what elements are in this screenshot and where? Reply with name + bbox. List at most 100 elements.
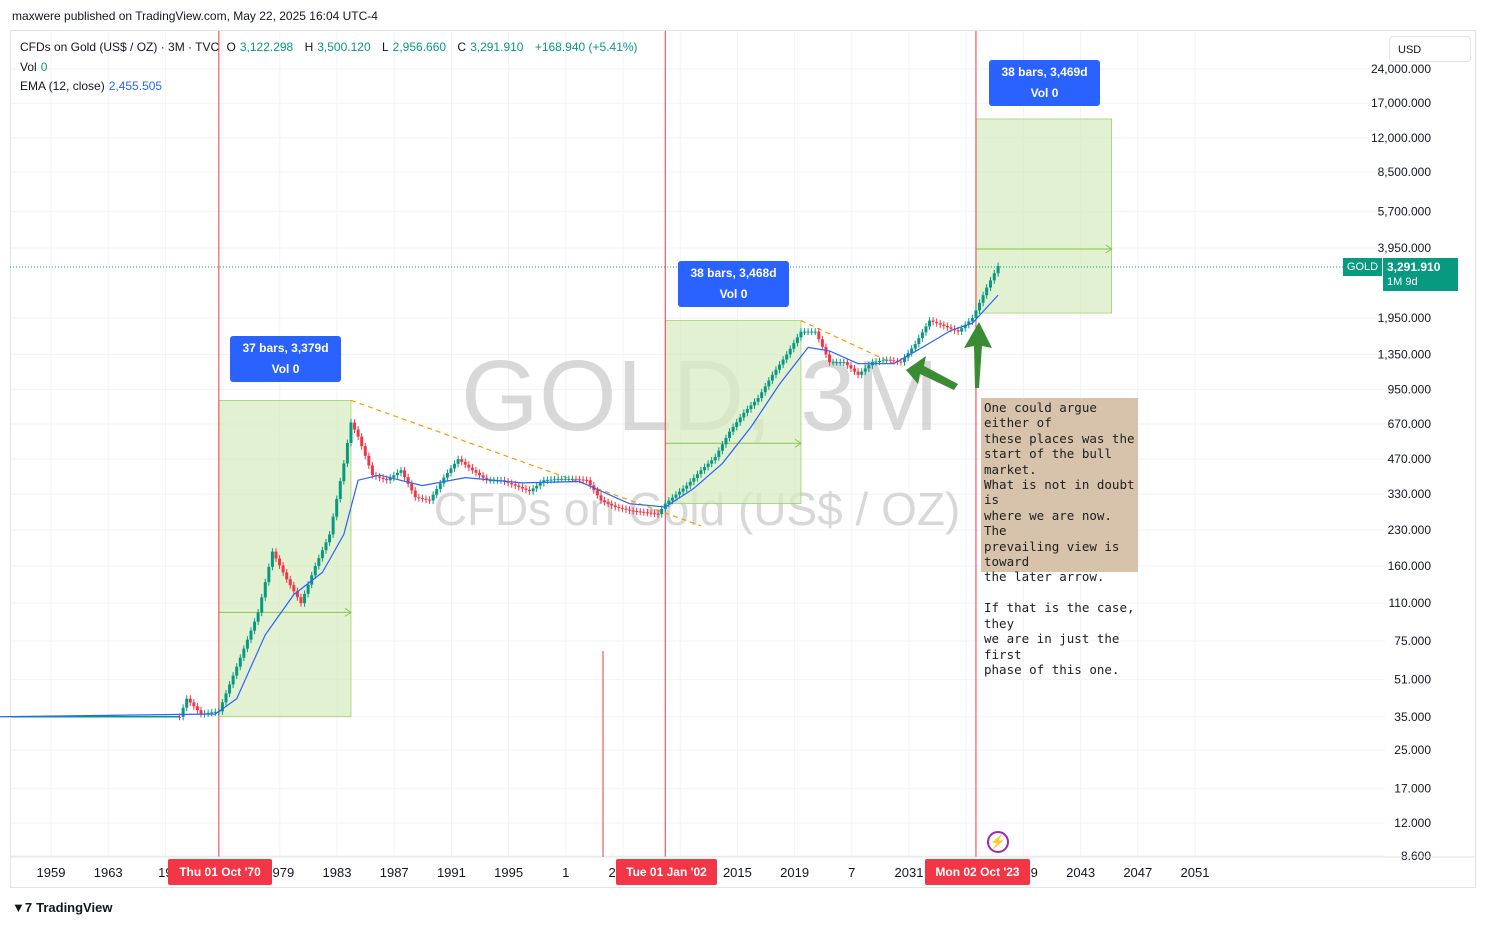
candle-body [470,467,474,471]
candle-body [474,470,478,473]
candle-body [524,488,528,490]
candle-body [545,479,549,481]
ohlc-open: O 3,122.298 [226,40,294,54]
candle-body [320,550,324,559]
candle-body [349,422,353,443]
candle-body [292,585,296,592]
candle-body [445,473,449,478]
price-tick-label: 3,950.000 [1378,241,1432,255]
candle-body [660,508,664,515]
candle-body [735,422,739,427]
candle-body [585,479,589,481]
price-tick-label: 35.000 [1394,710,1431,724]
candle-body [192,702,196,707]
tradingview-logo[interactable]: ▼7 TradingView [12,900,113,915]
price-tick-label: 110.000 [1389,596,1432,610]
pointer-arrow-up [964,322,992,388]
candle-body [917,338,921,345]
price-tick-label: 230.000 [1388,523,1432,537]
candle-body [385,478,389,481]
candle-body [395,472,399,476]
candle-body [370,465,374,476]
date-range-box [664,320,802,504]
time-tick-label: 2031 [895,865,924,880]
candle-body [688,481,692,486]
candle-body [656,513,660,515]
candle-body [510,482,514,485]
candle-body [199,710,203,714]
candle-body [567,478,571,480]
candle-body [317,558,321,567]
candle-body [888,359,892,361]
date-range-box [975,118,1112,314]
price-tick-label: 17.000 [1394,781,1431,795]
candle-body [213,711,217,713]
candle-body [210,712,214,714]
legend-symbol-row[interactable]: CFDs on Gold (US$ / OZ) · 3M · TVC O 3,12… [20,38,642,58]
candle-body [774,369,778,375]
candle-body [338,481,342,499]
candle-body [638,511,642,513]
candle-body [263,582,267,598]
candle-body [981,295,985,303]
candle-body [467,464,471,468]
chart-frame[interactable] [10,30,1476,888]
candle-body [892,360,896,362]
time-tick-label: 2051 [1181,865,1210,880]
candle-body [838,362,842,364]
annotation-note[interactable]: One could argue either of these places w… [981,398,1138,677]
candle-body [781,359,785,365]
candle-body [967,321,971,325]
price-tick-label: 24,000.000 [1371,62,1431,76]
legend-volume-row[interactable]: Vol 0 [20,59,48,74]
candle-body [763,386,767,393]
chart-legend: CFDs on Gold (US$ / OZ) · 3M · TVC O 3,12… [20,38,642,97]
candle-body [910,348,914,354]
range-callout-1970[interactable]: 37 bars, 3,379d Vol 0 [230,336,341,382]
candle-body [485,477,489,481]
candle-body [513,484,517,486]
candle-body [742,412,746,418]
candle-body [588,480,592,486]
date-tag-2023: Mon 02 Oct '23 [925,859,1030,885]
candle-body [628,509,632,511]
candle-body [885,359,889,361]
candle-body [853,368,857,372]
candle-body [313,566,317,576]
legend-ema-row[interactable]: EMA (12, close) 2,455.505 [20,79,163,93]
candle-body [867,365,871,369]
candle-body [413,490,417,498]
time-tick-label: 1987 [380,865,409,880]
pointer-arrow-left [906,356,958,390]
candle-body [931,320,935,322]
candle-body [703,466,707,471]
candle-body [856,371,860,375]
time-tick-label: 1991 [437,865,466,880]
ohlc-change: +168.940 (+5.41%) [534,40,638,54]
lightning-icon[interactable]: ⚡ [987,831,1009,853]
candle-body [806,331,810,333]
candle-body [538,482,542,486]
candle-body [842,362,846,364]
candle-body [278,558,282,566]
candle-body [756,398,760,402]
candle-body [531,488,535,492]
candle-body [195,706,199,711]
candle-body [463,461,467,465]
candle-body [517,485,521,487]
time-tick-label: 2043 [1066,865,1095,880]
candle-body [913,344,917,349]
price-tick-label: 12.000 [1394,816,1431,830]
candle-body [903,357,907,363]
candle-body [795,337,799,344]
candle-body [996,266,1000,274]
candle-body [760,392,764,399]
currency-selector[interactable]: USD [1389,36,1471,62]
candle-body [403,470,407,478]
range-callout-2002[interactable]: 38 bars, 3,468d Vol 0 [678,261,789,307]
candle-body [378,476,382,478]
candle-body [328,534,332,543]
range-callout-2023[interactable]: 38 bars, 3,469d Vol 0 [989,60,1100,106]
candle-body [831,362,835,364]
